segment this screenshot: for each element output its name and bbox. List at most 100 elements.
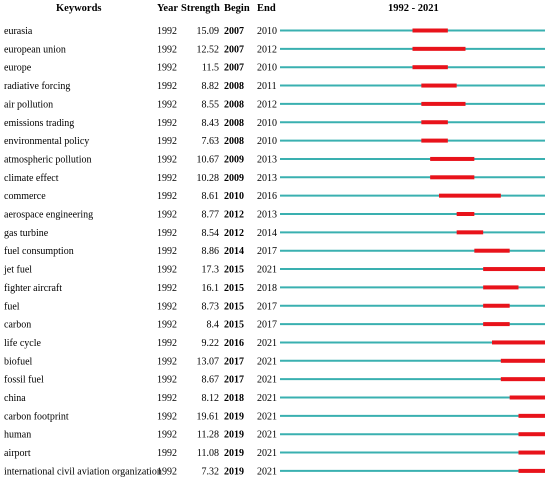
end-value: 2010: [257, 26, 277, 37]
keyword-label: commerce: [4, 191, 46, 202]
header-year: Year: [157, 3, 178, 14]
burst-bar: [412, 28, 448, 33]
strength-value: 8.82: [202, 81, 220, 92]
begin-value: 2012: [224, 228, 244, 239]
strength-value: 10.67: [197, 154, 220, 165]
begin-value: 2007: [224, 63, 244, 74]
end-value: 2021: [257, 411, 277, 422]
burst-bar: [430, 175, 475, 180]
keyword-label: jet fuel: [3, 265, 32, 276]
burst-bar: [518, 413, 545, 418]
strength-value: 8.77: [202, 210, 220, 221]
header-keywords: Keywords: [56, 3, 102, 14]
year-value: 1992: [157, 154, 177, 165]
keyword-label: fighter aircraft: [4, 283, 62, 294]
year-value: 1992: [157, 466, 177, 477]
strength-value: 8.55: [202, 99, 220, 110]
end-value: 2010: [257, 136, 277, 147]
burst-bar: [412, 65, 448, 70]
year-value: 1992: [157, 81, 177, 92]
begin-value: 2014: [224, 246, 244, 257]
year-value: 1992: [157, 265, 177, 276]
keyword-label: environmental policy: [4, 136, 89, 147]
burst-bar: [421, 138, 448, 143]
keyword-label: human: [4, 430, 31, 441]
keyword-label: european union: [4, 44, 66, 55]
end-value: 2010: [257, 118, 277, 129]
begin-value: 2009: [224, 154, 244, 165]
strength-value: 10.28: [197, 173, 220, 184]
keyword-label: international civil aviation organizatio…: [4, 466, 162, 477]
year-value: 1992: [157, 338, 177, 349]
year-value: 1992: [157, 136, 177, 147]
burst-bar: [483, 303, 510, 308]
begin-value: 2007: [224, 44, 244, 55]
strength-value: 7.63: [202, 136, 220, 147]
year-value: 1992: [157, 375, 177, 386]
strength-value: 12.52: [197, 44, 220, 55]
strength-value: 8.4: [207, 320, 220, 331]
keyword-label: china: [4, 393, 26, 404]
burst-bar: [412, 46, 466, 51]
end-value: 2010: [257, 63, 277, 74]
end-value: 2012: [257, 99, 277, 110]
end-value: 2014: [257, 228, 277, 239]
begin-value: 2015: [224, 301, 244, 312]
year-value: 1992: [157, 283, 177, 294]
year-value: 1992: [157, 448, 177, 459]
keyword-label: carbon footprint: [4, 411, 69, 422]
end-value: 2021: [257, 375, 277, 386]
begin-value: 2017: [224, 375, 244, 386]
burst-bar: [518, 468, 545, 473]
begin-value: 2018: [224, 393, 244, 404]
strength-value: 19.61: [197, 411, 220, 422]
begin-value: 2015: [224, 283, 244, 294]
keyword-label: europe: [4, 63, 32, 74]
end-value: 2021: [257, 338, 277, 349]
end-value: 2021: [257, 265, 277, 276]
burst-bar: [500, 358, 545, 363]
burst-bar: [483, 267, 545, 272]
strength-value: 8.54: [202, 228, 220, 239]
burst-bar: [474, 248, 510, 253]
end-value: 2013: [257, 173, 277, 184]
keyword-label: life cycle: [4, 338, 41, 349]
keyword-label: air pollution: [4, 99, 53, 110]
end-value: 2017: [257, 320, 277, 331]
end-value: 2017: [257, 301, 277, 312]
year-value: 1992: [157, 301, 177, 312]
strength-value: 7.32: [202, 466, 220, 477]
year-value: 1992: [157, 210, 177, 221]
strength-value: 15.09: [197, 26, 220, 37]
strength-value: 8.61: [202, 191, 220, 202]
year-value: 1992: [157, 411, 177, 422]
begin-value: 2019: [224, 466, 244, 477]
year-value: 1992: [157, 44, 177, 55]
end-value: 2018: [257, 283, 277, 294]
year-value: 1992: [157, 356, 177, 367]
end-value: 2012: [257, 44, 277, 55]
burst-bar: [456, 212, 475, 216]
strength-value: 8.12: [202, 393, 220, 404]
begin-value: 2019: [224, 411, 244, 422]
end-value: 2021: [257, 430, 277, 441]
burst-bar: [456, 230, 484, 235]
burst-bar: [500, 377, 545, 382]
keyword-label: climate effect: [4, 173, 59, 184]
strength-value: 8.86: [202, 246, 220, 257]
burst-bar: [439, 193, 501, 198]
burst-bar: [430, 156, 475, 161]
burst-bar: [483, 322, 510, 327]
begin-value: 2008: [224, 81, 244, 92]
keyword-label: atmospheric pollution: [4, 154, 92, 165]
strength-value: 17.3: [202, 265, 220, 276]
burst-bar: [421, 83, 457, 88]
header-range: 1992 - 2021: [388, 3, 439, 14]
end-value: 2011: [257, 81, 277, 92]
begin-value: 2008: [224, 99, 244, 110]
header-strength: Strength: [181, 3, 220, 14]
keyword-label: radiative forcing: [4, 81, 70, 92]
keyword-label: fuel: [4, 301, 20, 312]
end-value: 2016: [257, 191, 277, 202]
